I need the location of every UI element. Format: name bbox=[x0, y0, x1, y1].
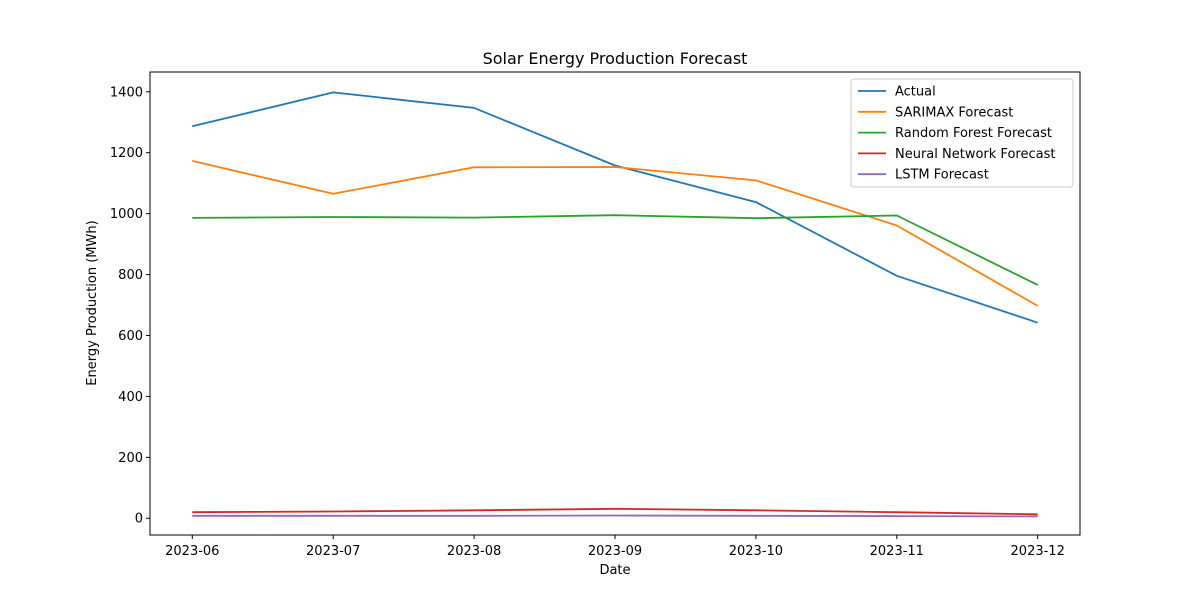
series-line-0 bbox=[192, 91, 1038, 324]
legend-label: SARIMAX Forecast bbox=[895, 105, 1013, 120]
x-tick-label: 2023-06 bbox=[165, 544, 219, 559]
legend-label: Neural Network Forecast bbox=[895, 147, 1055, 162]
x-tick-label: 2023-10 bbox=[729, 544, 783, 559]
y-tick-label: 800 bbox=[118, 268, 143, 283]
series-lines bbox=[192, 91, 1039, 518]
x-tick-label: 2023-08 bbox=[447, 544, 501, 559]
legend-label: LSTM Forecast bbox=[895, 168, 989, 183]
x-tick-label: 2023-07 bbox=[306, 544, 360, 559]
chart-title: Solar Energy Production Forecast bbox=[483, 49, 748, 68]
y-tick-label: 600 bbox=[118, 329, 143, 344]
y-tick-label: 200 bbox=[118, 451, 143, 466]
series-line-1 bbox=[192, 160, 1039, 307]
x-tick-label: 2023-11 bbox=[870, 544, 924, 559]
legend-label: Actual bbox=[895, 85, 936, 100]
y-tick-label: 0 bbox=[135, 512, 143, 527]
x-tick-label: 2023-12 bbox=[1011, 544, 1065, 559]
x-axis-label: Date bbox=[599, 563, 630, 578]
y-tick-label: 400 bbox=[118, 390, 143, 405]
legend: Actual SARIMAX Forecast Random Forest Fore… bbox=[850, 78, 1074, 188]
series-line-3 bbox=[192, 507, 1038, 516]
legend-box bbox=[850, 78, 1074, 188]
y-tick-label: 1400 bbox=[110, 85, 143, 100]
legend-label: Random Forest Forecast bbox=[895, 126, 1052, 141]
y-tick-label: 1000 bbox=[110, 207, 143, 222]
axis-ticks: 0 200 400 600 800 1000 1200 1400 2023-06 2023-07 2… bbox=[110, 85, 1065, 559]
y-axis-label: Energy Production (MWh) bbox=[85, 220, 100, 385]
series-line-2 bbox=[192, 214, 1039, 286]
x-tick-label: 2023-09 bbox=[588, 544, 642, 559]
series-line-4 bbox=[192, 514, 1038, 518]
y-tick-label: 1200 bbox=[110, 146, 143, 161]
